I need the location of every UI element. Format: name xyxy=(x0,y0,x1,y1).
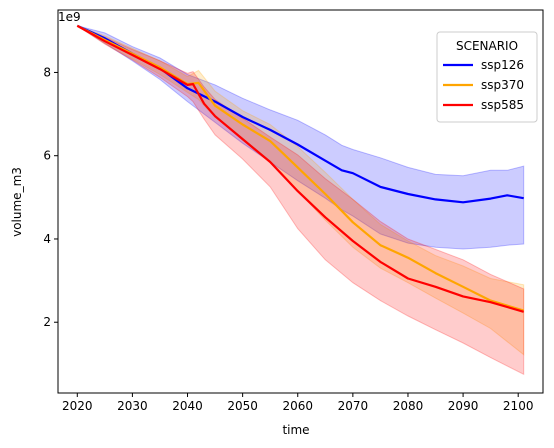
x-tick-label: 2020 xyxy=(62,399,93,413)
legend-title: SCENARIO xyxy=(456,39,518,53)
y-tick-label: 2 xyxy=(43,315,51,329)
x-tick-label: 2090 xyxy=(448,399,479,413)
legend-label-ssp585: ssp585 xyxy=(481,98,524,112)
y-tick-label: 4 xyxy=(43,232,51,246)
band-ssp126 xyxy=(77,25,525,250)
x-tick-label: 2070 xyxy=(338,399,369,413)
x-tick-label: 2050 xyxy=(227,399,258,413)
lines-layer xyxy=(76,24,525,313)
x-tick-label: 2100 xyxy=(503,399,534,413)
x-tick-label: 2030 xyxy=(117,399,148,413)
y-tick-label: 8 xyxy=(43,65,51,79)
band-ssp585 xyxy=(77,25,525,376)
y-axis-label: volume_m3 xyxy=(10,167,24,237)
y-offset-label: 1e9 xyxy=(58,10,81,24)
line-ssp370 xyxy=(76,24,525,312)
plot-frame xyxy=(57,9,544,394)
legend-label-ssp370: ssp370 xyxy=(481,78,524,92)
line-ssp585 xyxy=(76,24,525,313)
x-axis-label: time xyxy=(282,423,309,437)
x-tick-label: 2040 xyxy=(172,399,203,413)
bands-layer xyxy=(77,25,525,376)
x-tick-label: 2060 xyxy=(282,399,313,413)
x-tick-label: 2080 xyxy=(393,399,424,413)
legend: SCENARIO ssp126 ssp370 ssp585 xyxy=(436,31,538,123)
plot-area xyxy=(57,9,544,394)
legend-entries: ssp126 ssp370 ssp585 xyxy=(443,58,524,112)
legend-label-ssp126: ssp126 xyxy=(481,58,524,72)
y-axis: 2 4 6 8 xyxy=(43,65,58,329)
x-axis: 2020 2030 2040 2050 2060 2070 2080 2090 2100 xyxy=(62,393,533,413)
y-tick-label: 6 xyxy=(43,149,51,163)
legend-box xyxy=(436,31,538,123)
